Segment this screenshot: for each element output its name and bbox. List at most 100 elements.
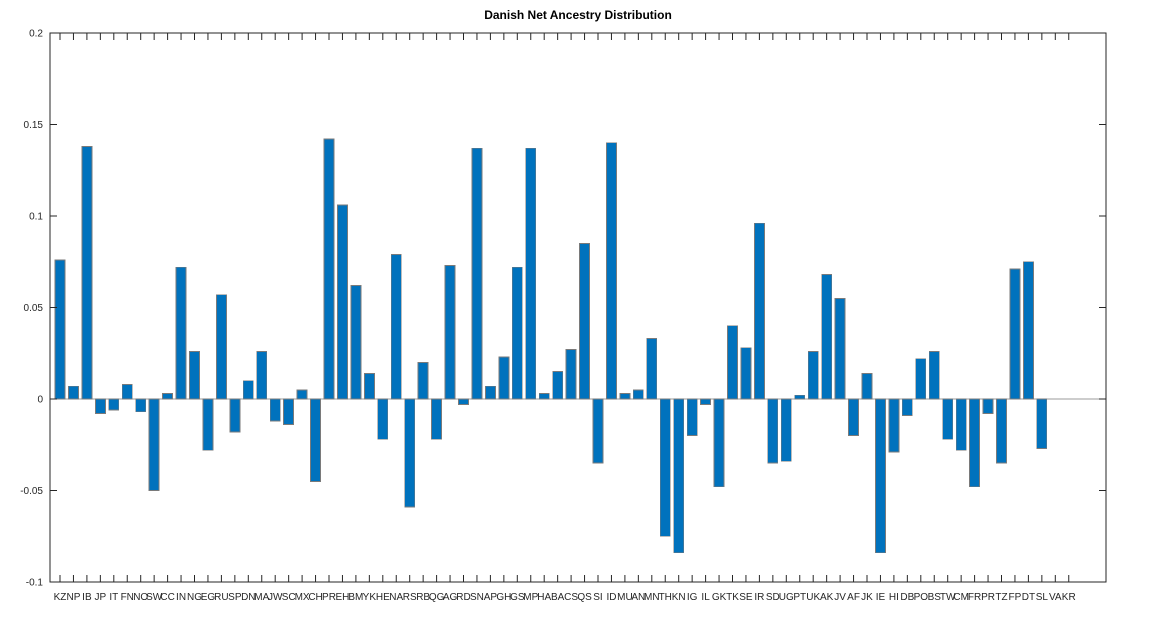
bar-SI (592, 398, 604, 464)
bar-SE (740, 347, 752, 400)
bar-PR (323, 138, 335, 400)
x-tick-label-SL: SL (1036, 592, 1049, 603)
x-tick-label-UK: UK (806, 592, 820, 603)
bar-QG (431, 398, 443, 440)
x-tick-label-JK: JK (861, 592, 873, 603)
bar-FN (121, 383, 133, 400)
x-tick-label-SD: SD (766, 592, 780, 603)
bar-BM (350, 285, 362, 400)
bar-KZ (54, 259, 66, 400)
bar-JK (861, 372, 873, 400)
bar-NA (390, 254, 402, 400)
x-tick-label-VA: VA (1049, 592, 1062, 603)
x-tick-label-FR: FR (968, 592, 981, 603)
x-tick-label-SC: SC (282, 592, 296, 603)
bar-NG (189, 351, 200, 400)
bar-NP (68, 385, 79, 400)
bar-CS (565, 349, 577, 400)
x-tick-label-AN: AN (631, 592, 645, 603)
bar-RS (404, 398, 416, 508)
x-tick-label-QS: QS (577, 592, 592, 603)
bar-IE (875, 398, 886, 554)
x-tick-label-NO: NO (133, 592, 148, 603)
x-tick-label-MN: MN (644, 592, 660, 603)
x-tick-label-AF: AF (847, 592, 860, 603)
x-tick-label-CC: CC (160, 592, 174, 603)
y-tick-label: 0.2 (29, 29, 43, 40)
bar-AP (484, 385, 496, 400)
x-tick-label-CH: CH (308, 592, 322, 603)
x-tick-label-KZ: KZ (54, 592, 67, 603)
bar-DT (1023, 261, 1034, 400)
y-tick-label: -0.05 (20, 486, 43, 497)
x-tick-label-MX: MX (295, 592, 310, 603)
x-tick-label-RU: RU (214, 592, 228, 603)
x-tick-label-HE: HE (376, 592, 390, 603)
bar-FP (1009, 268, 1021, 400)
x-tick-label-GK: GK (712, 592, 727, 603)
bar-UK (807, 351, 819, 400)
x-tick-label-AP: AP (484, 592, 498, 603)
bar-MP (525, 147, 537, 400)
x-tick-label-PR: PR (322, 592, 336, 603)
x-tick-label-UG: UG (779, 592, 794, 603)
bar-AN (632, 389, 644, 400)
bar-HI (888, 398, 900, 453)
bar-QS (579, 243, 590, 400)
x-tick-label-FP: FP (1009, 592, 1022, 603)
bar-PO (915, 358, 927, 400)
x-tick-label-IT: IT (109, 592, 118, 603)
x-tick-label-BS: BS (928, 592, 942, 603)
x-tick-label-SP: SP (228, 592, 242, 603)
bar-TW (942, 398, 954, 440)
bar-CC (162, 393, 174, 400)
bar-ID (606, 142, 617, 400)
x-tick-label-PR: PR (981, 592, 995, 603)
bar-IL (700, 398, 711, 405)
x-tick-label-DT: DT (1022, 592, 1035, 603)
bar-IN (175, 266, 187, 400)
bar-IT (108, 398, 120, 411)
bar-HA (538, 393, 550, 400)
x-tick-label-PT: PT (793, 592, 806, 603)
x-tick-label-MA: MA (254, 592, 269, 603)
x-tick-label-NP: NP (66, 592, 80, 603)
bar-NO (135, 398, 147, 413)
bar-AF (848, 398, 859, 436)
x-tick-label-HA: HA (537, 592, 551, 603)
x-tick-label-KR: KR (1062, 592, 1076, 603)
bar-MX (296, 389, 308, 400)
x-tick-label-BM: BM (348, 592, 363, 603)
x-tick-label-RS: RS (403, 592, 417, 603)
x-tick-label-TW: TW (940, 592, 956, 603)
bar-EH (337, 204, 348, 400)
bar-PR (982, 398, 994, 415)
x-tick-label-KN: KN (672, 592, 686, 603)
x-tick-label-EH: EH (335, 592, 349, 603)
x-tick-label-EG: EG (201, 592, 216, 603)
chart-title: Danish Net Ancestry Distribution (484, 8, 672, 22)
bar-JW (269, 398, 281, 422)
bar-SN (471, 147, 483, 400)
x-tick-label-DB: DB (900, 592, 914, 603)
bar-IR (754, 222, 765, 400)
x-tick-label-IR: IR (754, 592, 764, 603)
x-tick-label-AG: AG (443, 592, 458, 603)
x-tick-label-GH: GH (496, 592, 511, 603)
x-tick-label-FN: FN (121, 592, 134, 603)
bar-MU (619, 393, 631, 400)
y-tick-label: 0.1 (29, 212, 43, 223)
bar-GK (713, 398, 725, 488)
x-tick-label-PO: PO (914, 592, 929, 603)
bar-RD (458, 398, 469, 405)
x-tick-label-AK: AK (820, 592, 834, 603)
x-tick-label-JV: JV (834, 592, 846, 603)
bar-FR (969, 398, 980, 488)
bar-BA (552, 371, 564, 400)
x-tick-label-ID: ID (606, 592, 616, 603)
bar-BS (928, 351, 940, 400)
y-tick-label: 0.15 (24, 120, 44, 131)
bar-PT (794, 394, 806, 400)
